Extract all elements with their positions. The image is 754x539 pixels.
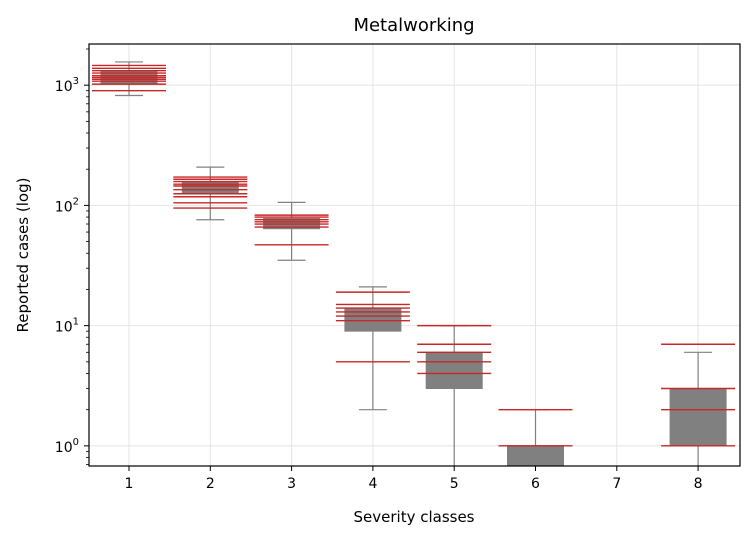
y-axis-label: Reported cases (log): [14, 178, 32, 333]
plot-frame: [88, 43, 741, 467]
box-5: [425, 325, 483, 466]
x-tick-label: 2: [206, 476, 215, 492]
x-tick-label: 5: [450, 476, 459, 492]
chart-title: Metalworking: [353, 15, 474, 36]
box-body: [507, 445, 564, 467]
y-tick-label: 100: [55, 437, 79, 456]
box-6: [507, 409, 564, 467]
x-tick-label: 1: [125, 476, 134, 492]
y-tick-label: 102: [55, 196, 79, 215]
box-2: [181, 166, 239, 221]
x-tick-label: 6: [531, 476, 540, 492]
y-tick-label: 101: [55, 317, 79, 336]
grid-lines: [89, 44, 740, 466]
box-4: [344, 286, 402, 411]
x-tick-label: 8: [694, 476, 703, 492]
x-axis-label: Severity classes: [354, 508, 475, 526]
x-tick-label: 4: [368, 476, 377, 492]
y-tick-label: 103: [55, 76, 79, 95]
observation-markers: [92, 64, 736, 447]
box-series: [100, 61, 727, 467]
box-8: [669, 351, 727, 466]
x-tick-label: 3: [287, 476, 296, 492]
box-body: [669, 387, 727, 447]
x-tick-label: 7: [612, 476, 621, 492]
box-3: [263, 201, 321, 261]
box-body: [425, 351, 483, 389]
axes: 1 2 3 4 5 6 7 8 100 101 102 103: [55, 43, 741, 492]
